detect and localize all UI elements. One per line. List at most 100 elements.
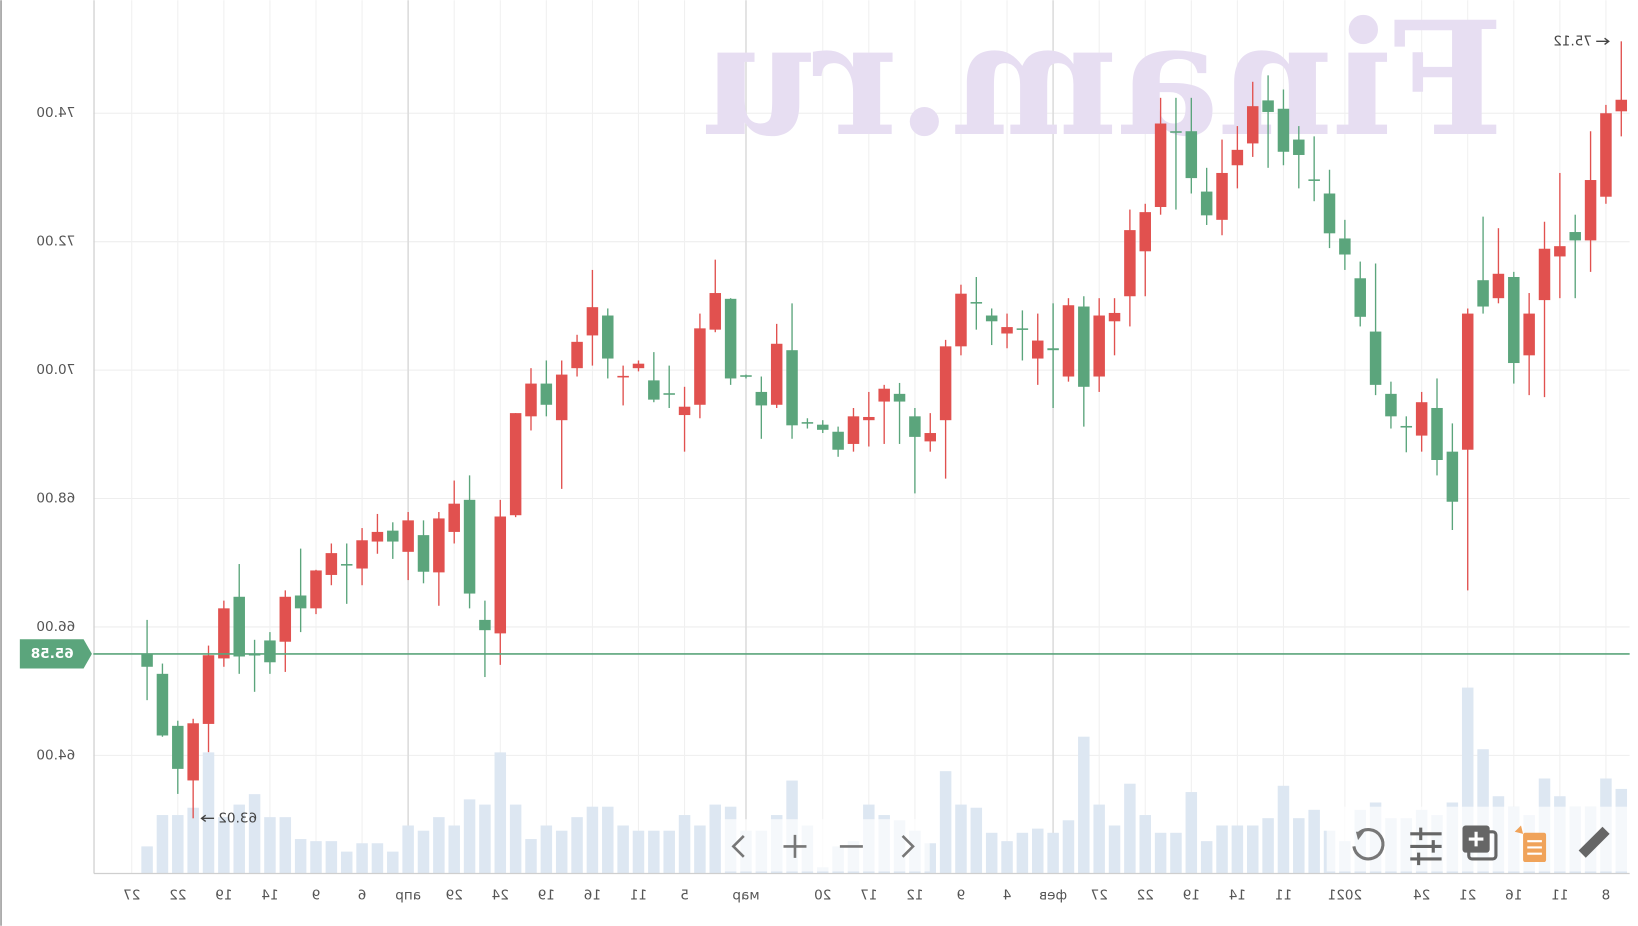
x-tick-label: 20 <box>814 887 831 903</box>
volume-bar <box>233 804 245 874</box>
scroll-left-button[interactable] <box>901 835 915 858</box>
volume-bar <box>571 817 583 874</box>
candle-body <box>1047 348 1059 351</box>
candle-body <box>463 499 476 594</box>
candle-body <box>847 416 860 444</box>
volume-bar <box>141 846 153 874</box>
candle-body <box>1615 99 1628 112</box>
y-tick-label: 72.00 <box>36 234 75 250</box>
candle-body <box>1246 106 1259 144</box>
labels: 64.00 66.00 68.00 70.00 72.00 74.00 8 11 16 21 24 2… <box>19 33 1630 903</box>
candle-body <box>970 302 983 304</box>
indicators-button[interactable] <box>1514 825 1547 863</box>
volume-bar <box>970 807 983 874</box>
volume-bar <box>417 830 430 874</box>
volume-bar <box>924 843 936 874</box>
candle-body <box>817 424 829 430</box>
candle-body <box>402 520 414 552</box>
x-tick-label: 21 <box>1459 887 1476 903</box>
volume-bar <box>279 817 292 874</box>
candle-body <box>1431 407 1443 461</box>
candle-body <box>479 619 491 631</box>
candle-body <box>1369 331 1382 385</box>
volume-bar <box>1293 818 1305 874</box>
x-tick-label: 29 <box>446 887 463 903</box>
volume-bar <box>1139 815 1151 874</box>
candle-body <box>202 655 215 724</box>
x-tick-label: 2021 <box>1328 887 1363 903</box>
x-tick-label: 16 <box>584 887 601 903</box>
candle-body <box>1016 328 1029 330</box>
x-tick-label: 14 <box>1229 887 1246 903</box>
x-tick-label: фев <box>1039 887 1067 903</box>
x-tick-label: 19 <box>538 887 555 903</box>
candle-body <box>1277 108 1290 152</box>
y-tick-label: 74.00 <box>36 105 75 121</box>
volume-bar <box>356 843 368 874</box>
low-marker-label: 63.02 <box>218 810 257 826</box>
volume-bar <box>310 841 322 874</box>
draw-tool-button[interactable] <box>1578 826 1610 858</box>
candle-body <box>371 531 384 542</box>
volume-bar <box>387 851 399 874</box>
volume-bar <box>1016 832 1029 874</box>
volume-bar <box>1170 832 1182 874</box>
x-tick-label: 12 <box>906 887 923 903</box>
candle-body <box>832 431 844 450</box>
candle-body <box>1032 340 1044 359</box>
x-tick-label: 11 <box>1275 887 1292 903</box>
candle-body <box>141 653 153 667</box>
x-tick-label: 19 <box>215 887 232 903</box>
volume-bar <box>1246 825 1259 874</box>
y-tick-label: 70.00 <box>36 362 75 378</box>
candle-body <box>1323 193 1336 234</box>
candle-body <box>248 653 261 656</box>
refresh-button[interactable] <box>1352 828 1385 861</box>
x-tick-label: 22 <box>169 887 186 903</box>
volume-bar <box>1124 783 1136 874</box>
candle-body <box>356 540 368 569</box>
candle-body <box>1523 313 1535 356</box>
volume-bar <box>325 841 338 874</box>
candle-body <box>264 640 276 663</box>
candle-body <box>1200 191 1213 216</box>
zoom-toolbar <box>720 819 930 872</box>
y-tick-label: 68.00 <box>36 491 75 507</box>
candle-body <box>571 341 583 369</box>
volume-bar <box>1461 687 1474 874</box>
candle-body <box>924 433 936 442</box>
candle-body <box>617 375 629 378</box>
volume-bar <box>540 825 553 874</box>
candle-body <box>863 416 875 421</box>
candle-body <box>602 315 614 359</box>
volume-bar <box>525 839 537 874</box>
x-tick-label: 17 <box>860 887 877 903</box>
volume-bar <box>463 799 476 874</box>
candle-body <box>1569 232 1581 241</box>
candle-body <box>1492 273 1505 299</box>
zoom-in-button[interactable] <box>783 834 807 858</box>
candle-body <box>1446 451 1459 502</box>
scroll-right-button[interactable] <box>731 835 745 858</box>
tools-toolbar <box>1326 806 1630 872</box>
candle-body <box>878 388 890 402</box>
x-tick-label: 9 <box>312 887 321 903</box>
volume-bar <box>264 817 276 874</box>
add-chart-button[interactable] <box>1462 825 1498 861</box>
settings-button[interactable] <box>1410 827 1442 866</box>
volume-bar <box>709 804 722 874</box>
volume-bar <box>1047 832 1059 874</box>
volume-bar <box>602 806 614 874</box>
volume-bar <box>1154 832 1167 874</box>
candle-body <box>417 535 430 572</box>
candle-body <box>586 307 599 336</box>
candle-body <box>694 328 706 405</box>
x-tick-label: 24 <box>492 887 509 903</box>
candle-body <box>909 416 921 437</box>
volume-bar <box>218 817 230 874</box>
volume-bar <box>371 843 384 874</box>
candle-body <box>555 374 568 421</box>
x-tick-label: 22 <box>1137 887 1154 903</box>
